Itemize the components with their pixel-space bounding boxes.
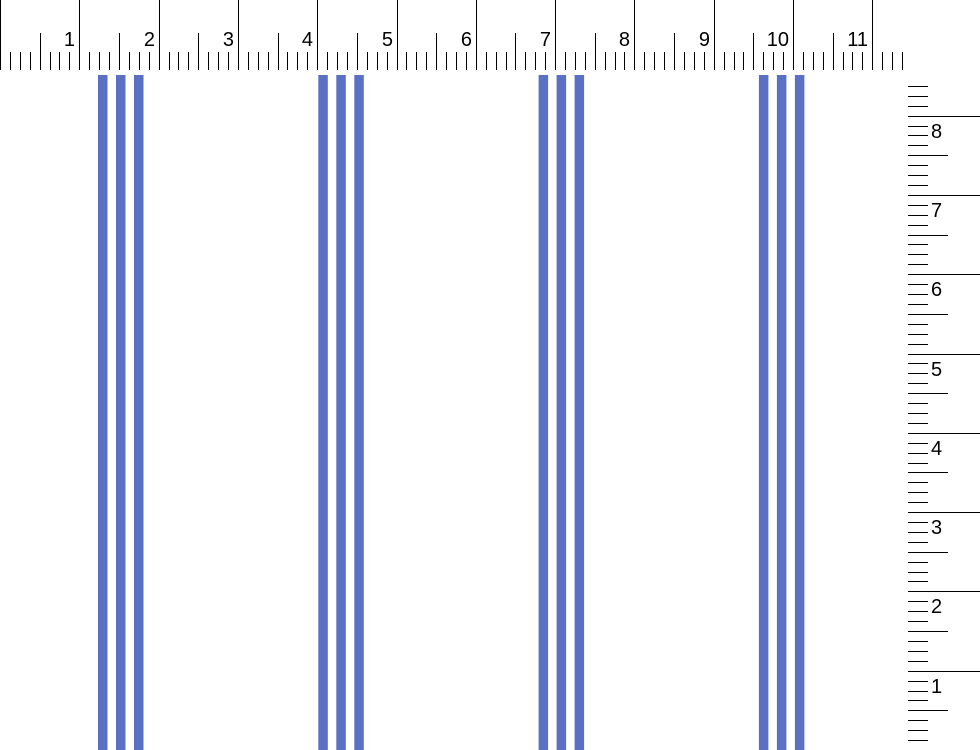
stripe xyxy=(134,75,144,750)
top-ruler-label: 8 xyxy=(619,29,630,51)
stripe xyxy=(574,75,585,750)
stripe-pattern xyxy=(98,75,805,750)
side-ruler-label: 6 xyxy=(931,279,942,301)
stripe xyxy=(318,75,328,750)
top-ruler-label: 9 xyxy=(699,29,710,51)
top-ruler: 1 2 3 4 5 6 7 8 9 10 11 xyxy=(0,0,903,70)
top-ruler-label: 6 xyxy=(461,29,472,51)
side-ruler-label: 1 xyxy=(931,676,942,698)
top-ruler-label: 2 xyxy=(144,29,155,51)
side-ruler-label: 5 xyxy=(931,359,942,381)
side-ruler-label: 2 xyxy=(931,596,942,618)
stripe xyxy=(776,75,787,750)
side-ruler-label: 8 xyxy=(931,121,942,143)
top-ruler-label: 3 xyxy=(223,29,234,51)
side-ruler-label: 7 xyxy=(931,200,942,222)
stripe xyxy=(794,75,805,750)
stripe xyxy=(758,75,769,750)
top-ruler-label: 5 xyxy=(382,29,393,51)
stripe xyxy=(556,75,567,750)
stripe xyxy=(354,75,364,750)
top-ruler-label: 11 xyxy=(847,29,868,51)
top-ruler-label: 1 xyxy=(64,29,75,51)
top-ruler-label: 7 xyxy=(540,29,551,51)
side-ruler-label: 3 xyxy=(931,517,942,539)
top-ruler-label: 10 xyxy=(767,29,789,51)
stripe xyxy=(538,75,549,750)
stripe xyxy=(98,75,108,750)
side-ruler-label: 4 xyxy=(931,438,942,460)
side-ruler: 1 2 3 4 5 6 7 8 xyxy=(908,86,980,741)
top-ruler-label: 4 xyxy=(302,29,313,51)
stripe xyxy=(116,75,126,750)
stripe xyxy=(336,75,346,750)
